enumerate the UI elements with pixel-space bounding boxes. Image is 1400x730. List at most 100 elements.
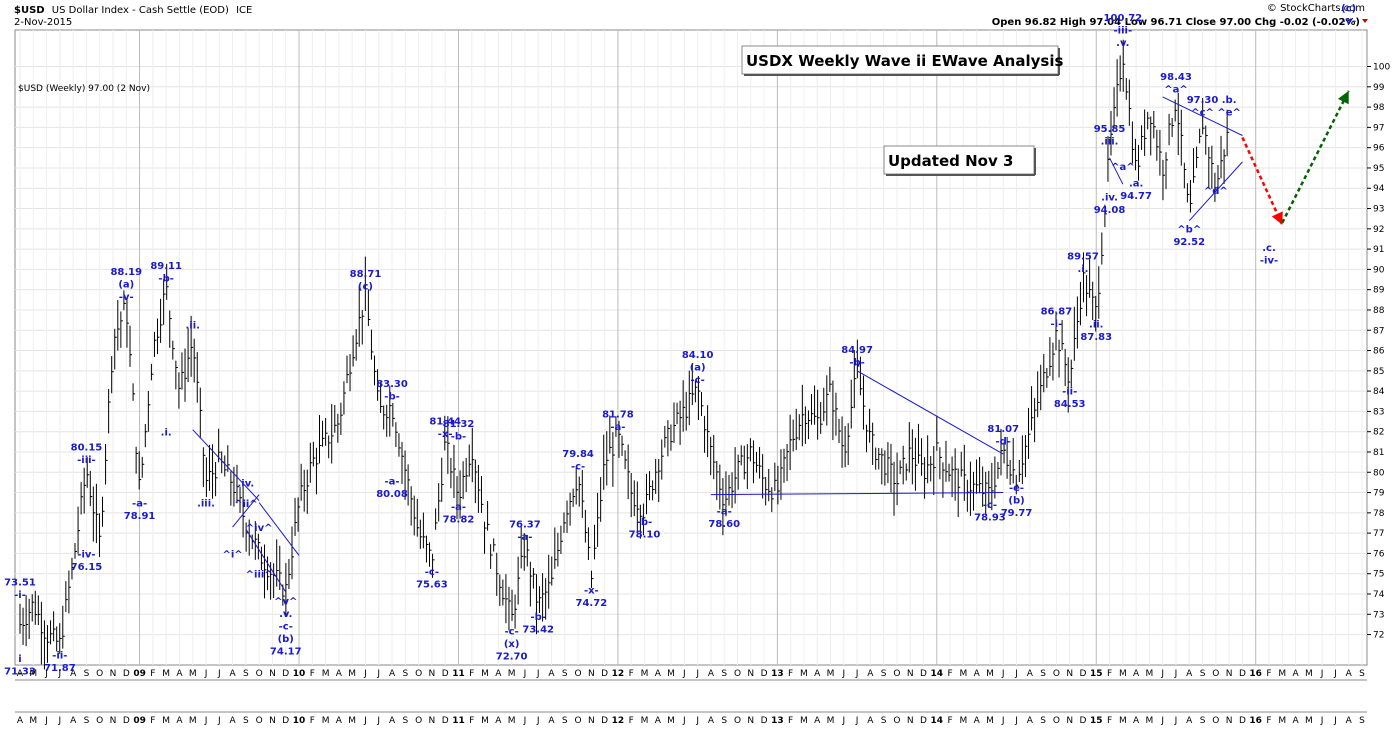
x-month-label: J (1333, 716, 1337, 726)
wave-label: .v. (279, 609, 292, 620)
x-month-label: S (402, 716, 408, 726)
x-month-label: F (469, 669, 474, 679)
x-month-label: M (960, 669, 968, 679)
trendlines (192, 96, 1243, 593)
y-tick-label: 72 (1373, 631, 1384, 641)
x-month-label: O (256, 669, 263, 679)
x-month-label: J (1014, 669, 1018, 679)
wave-label: .v. (1116, 38, 1129, 49)
x-month-label: A (389, 669, 396, 679)
x-month-label: M (322, 669, 330, 679)
wave-label: ^a^ (1164, 84, 1188, 95)
wave-label: -c- (505, 626, 519, 637)
x-month-label: O (415, 716, 422, 726)
annotation-updated: Updated Nov 3 (888, 152, 1013, 170)
x-month-label: F (1266, 669, 1271, 679)
wave-label: (c) (1341, 4, 1356, 15)
x-month-label: F (788, 716, 793, 726)
x-month-label: M (1278, 716, 1286, 726)
trendline (245, 528, 287, 593)
x-month-label: O (1212, 669, 1219, 679)
x-month-label: S (562, 716, 568, 726)
x-month-label: D (282, 716, 289, 726)
wave-label: -b- (384, 391, 399, 402)
x-month-label: J (217, 716, 221, 726)
x-month-label: J (1174, 716, 1178, 726)
chart-header-left: $USD US Dollar Index - Cash Settle (EOD)… (14, 5, 252, 16)
exchange: ICE (236, 5, 252, 16)
x-month-label: J (855, 716, 859, 726)
x-month-label: J (44, 716, 48, 726)
title-annotation: USDX Weekly Wave ii EWave Analysis (741, 45, 1063, 76)
trendline (258, 502, 300, 556)
x-month-label: J (376, 669, 380, 679)
x-month-label: F (1266, 716, 1271, 726)
x-month-label: M (29, 716, 37, 726)
x-month-label: N (588, 716, 595, 726)
x-month-label: F (310, 669, 315, 679)
y-tick-label: 90 (1373, 265, 1385, 275)
wave-label: 74.17 (270, 647, 302, 658)
x-month-label: J (1001, 669, 1005, 679)
y-tick-label: 84 (1373, 387, 1385, 397)
wave-label: -a- (385, 477, 400, 488)
x-month-label: J (855, 669, 859, 679)
x-month-label: D (282, 669, 289, 679)
wave-label: 75.63 (416, 579, 448, 590)
x-month-label: D (761, 716, 768, 726)
x-month-label: F (150, 716, 155, 726)
x-month-label: A (17, 716, 24, 726)
trendline (856, 370, 1004, 455)
x-month-label: J (682, 669, 686, 679)
wave-label: ^iii^ (246, 570, 273, 581)
wave-label: ^e^ (1217, 107, 1241, 118)
wave-label: -a- (517, 532, 532, 543)
x-month-label: D (920, 669, 927, 679)
y-tick-label: 87 (1373, 326, 1384, 336)
wave-label: 84.10 (682, 350, 714, 361)
x-month-label: J (841, 669, 845, 679)
x-month-label: D (123, 669, 130, 679)
wave-label: i (18, 654, 21, 665)
x-month-label: M (1146, 669, 1154, 679)
y-tick-label: 100 (1373, 63, 1390, 73)
x-month-label: A (1346, 716, 1353, 726)
projection-arrow (1281, 90, 1350, 224)
wave-label: ^i^ (223, 549, 243, 560)
y-tick-label: 83 (1373, 407, 1384, 417)
y-tick-label: 97 (1373, 123, 1384, 133)
trendline (1109, 157, 1124, 185)
x-month-label: M (481, 716, 489, 726)
y-tick-label: 79 (1373, 489, 1385, 499)
x-month-label: J (523, 716, 527, 726)
wave-label: -i- (1051, 319, 1063, 330)
wave-label: .c. (1262, 243, 1276, 254)
wave-label: 72.70 (496, 651, 528, 662)
wave-label: .iii. (1101, 137, 1119, 148)
x-month-label: M (960, 716, 968, 726)
y-tick-label: 94 (1373, 184, 1385, 194)
x-month-label: M (986, 669, 994, 679)
x-month-label: M (800, 669, 808, 679)
x-month-label: N (110, 716, 117, 726)
y-tick-label: 85 (1373, 367, 1384, 377)
x-month-label: F (788, 669, 793, 679)
wave-label: 78.60 (708, 519, 740, 530)
x-month-label: A (708, 716, 715, 726)
wave-label: 73.51 (4, 577, 36, 588)
x-month-label: F (310, 716, 315, 726)
x-month-label: F (469, 716, 474, 726)
projection-arrowhead (1337, 90, 1349, 105)
y-tick-label: 74 (1373, 590, 1385, 600)
wave-label: 86.87 (1041, 306, 1073, 317)
x-year-label: 13 (771, 669, 784, 679)
wave-label: (b) (278, 634, 294, 645)
trendline (710, 492, 1004, 496)
trendline (232, 494, 260, 528)
x-month-label: M (481, 669, 489, 679)
x-year-label: 11 (452, 669, 465, 679)
x-month-label: S (721, 669, 727, 679)
x-month-label: J (363, 716, 367, 726)
wave-label: 98.43 (1160, 72, 1192, 83)
annotation-title: USDX Weekly Wave ii EWave Analysis (746, 52, 1063, 70)
